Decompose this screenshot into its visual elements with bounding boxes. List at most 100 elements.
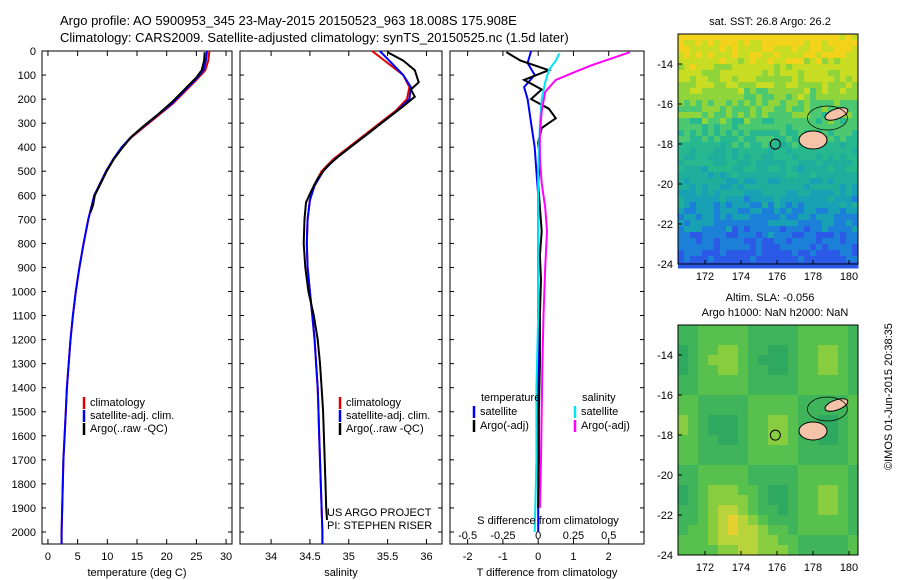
map-cell [708, 142, 715, 149]
map-cell [840, 82, 847, 89]
map-cell [678, 130, 685, 137]
map-cell [762, 34, 769, 41]
map-cell [728, 535, 739, 546]
map-cell [720, 166, 727, 173]
map-cell [804, 88, 811, 95]
difference-legend: temperature salinity satellite Argo(-adj… [472, 392, 630, 432]
map-cell [678, 425, 689, 436]
map-cell [828, 76, 835, 83]
map-cell [702, 106, 709, 113]
map-cell [726, 244, 733, 251]
map-cell [684, 232, 691, 239]
map-cell [834, 76, 841, 83]
map-cell [748, 345, 759, 356]
map-cell [688, 325, 699, 336]
map-cell [758, 465, 769, 476]
map-cell [732, 190, 739, 197]
y-tick-label: 1800 [12, 479, 36, 491]
map-cell [780, 70, 787, 77]
map-cell [774, 52, 781, 59]
map-cell [738, 244, 745, 251]
map-cell [780, 64, 787, 71]
map-cell [828, 375, 839, 386]
map-cell [838, 535, 849, 546]
map-cell [698, 535, 709, 546]
map-y-tick-label: -20 [657, 470, 673, 482]
map-cell [750, 70, 757, 77]
map-cell [738, 58, 745, 65]
map-cell [758, 375, 769, 386]
map-cell [728, 505, 739, 516]
map-cell [696, 142, 703, 149]
map-cell [828, 208, 835, 215]
map-cell [696, 124, 703, 131]
map-cell [684, 118, 691, 125]
map-cell [750, 142, 757, 149]
map-cell [678, 160, 685, 167]
map-cell [838, 475, 849, 486]
map-cell [684, 262, 691, 269]
map-cell [748, 355, 759, 366]
map-cell [748, 425, 759, 436]
map-cell [702, 196, 709, 203]
map-cell [750, 154, 757, 161]
map-cell [732, 112, 739, 119]
map-cell [744, 46, 751, 53]
map-cell [840, 256, 847, 263]
map-cell [798, 208, 805, 215]
map-cell [720, 172, 727, 179]
map-cell [822, 232, 829, 239]
map-cell [780, 238, 787, 245]
map-cell [840, 250, 847, 257]
map-cell [822, 160, 829, 167]
map-cell [778, 325, 789, 336]
map-cell [786, 148, 793, 155]
map-cell [788, 505, 799, 516]
map-cell [684, 124, 691, 131]
map-cell [720, 220, 727, 227]
map-cell [834, 160, 841, 167]
temperature-frame [41, 50, 233, 545]
map-cell [696, 196, 703, 203]
map-cell [768, 415, 779, 426]
map-cell [702, 250, 709, 257]
map-cell [688, 355, 699, 366]
map-cell [804, 160, 811, 167]
map-cell [828, 70, 835, 77]
map-cell [768, 52, 775, 59]
map-cell [690, 250, 697, 257]
map-cell [718, 345, 729, 356]
map-cell [774, 106, 781, 113]
map-cell [848, 425, 859, 436]
map-cell [708, 465, 719, 476]
map-cell [780, 100, 787, 107]
map-cell [828, 184, 835, 191]
map-cell [678, 142, 685, 149]
map-cell [756, 232, 763, 239]
map-cell [768, 226, 775, 233]
map-cell [696, 172, 703, 179]
map-cell [774, 232, 781, 239]
map-cell [762, 76, 769, 83]
y-tick-label: 100 [18, 70, 36, 82]
map-cell [798, 148, 805, 155]
map-cell [798, 166, 805, 173]
map-cell [678, 415, 689, 426]
map-cell [798, 345, 809, 356]
map-cell [780, 202, 787, 209]
map-cell [848, 485, 859, 496]
map-cell [748, 365, 759, 376]
map-cell [808, 475, 819, 486]
map-cell [768, 445, 779, 456]
map-cell [792, 46, 799, 53]
map-cell [768, 70, 775, 77]
map-cell [708, 124, 715, 131]
map-cell [720, 112, 727, 119]
map-cell [708, 52, 715, 59]
map-cell [738, 124, 745, 131]
map-cell [728, 465, 739, 476]
map-cell [798, 106, 805, 113]
map-cell [786, 190, 793, 197]
map-cell [750, 64, 757, 71]
map-cell [756, 40, 763, 47]
